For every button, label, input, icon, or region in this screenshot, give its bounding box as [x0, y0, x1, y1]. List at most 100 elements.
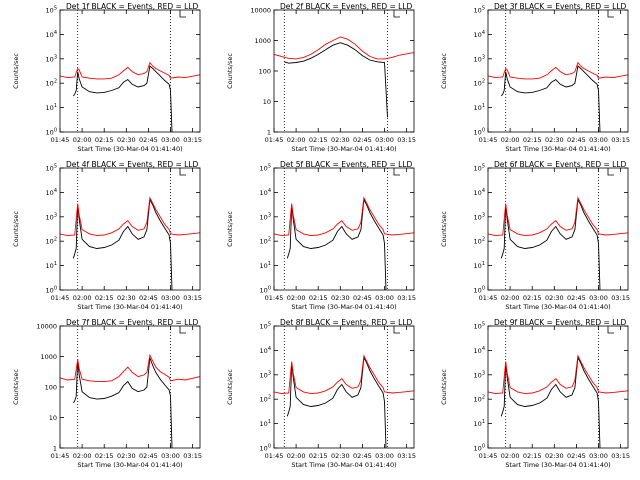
y-tick-label: 100 — [46, 128, 57, 137]
x-tick-label: 02:00 — [287, 294, 306, 302]
corner-mark — [179, 168, 186, 176]
y-tick-label: 101 — [474, 103, 485, 112]
corner-mark — [607, 326, 614, 334]
x-tick-label: 02:45 — [567, 136, 586, 144]
plot-frame — [273, 325, 415, 449]
x-tick-label: 02:00 — [73, 136, 92, 144]
y-tick-label: 103 — [474, 212, 485, 221]
x-tick-label: 02:45 — [567, 294, 586, 302]
events-series-line — [500, 198, 601, 291]
y-tick-label: 101 — [46, 261, 57, 270]
y-tick-label: 104 — [46, 188, 57, 197]
plot-frame — [59, 9, 201, 133]
y-tick-label: 103 — [260, 212, 271, 221]
x-tick-label: 02:45 — [139, 136, 158, 144]
x-axis-label: Start Time (30-Mar-04 01:41:40) — [77, 303, 182, 311]
events-series-line — [286, 198, 387, 291]
x-tick-label: 02:15 — [309, 452, 328, 460]
y-axis-label: Counts/sec — [226, 211, 234, 247]
detector-panel: Det 2f BLACK = Events, RED = LLD Counts/s… — [226, 2, 416, 153]
y-tick-label: 104 — [474, 346, 485, 355]
plot-frame — [487, 167, 629, 291]
y-tick-label: 10000 — [250, 7, 271, 15]
x-tick-label: 02:00 — [501, 452, 520, 460]
y-tick-label: 100 — [260, 286, 271, 295]
detector-panel: Det 7f BLACK = Events, RED = LLD Counts/s… — [12, 318, 202, 469]
x-tick-label: 03:00 — [375, 136, 394, 144]
x-tick-label: 02:15 — [95, 452, 114, 460]
x-tick-label: 02:00 — [501, 136, 520, 144]
lld-series-line — [59, 61, 201, 80]
x-tick-label: 02:00 — [287, 452, 306, 460]
plot-frame — [273, 167, 415, 291]
x-tick-label: 03:00 — [589, 452, 608, 460]
x-tick-label: 02:00 — [73, 294, 92, 302]
y-tick-label: 102 — [46, 79, 57, 88]
detector-panel: Det 6f BLACK = Events, RED = LLD Counts/s… — [440, 160, 630, 311]
y-tick-label: 103 — [260, 370, 271, 379]
panel-title: Det 9f BLACK = Events, RED = LLD — [494, 318, 627, 327]
y-tick-label: 1 — [53, 445, 57, 453]
y-tick-label: 101 — [46, 103, 57, 112]
x-tick-label: 02:30 — [117, 294, 136, 302]
x-tick-label: 02:45 — [139, 452, 158, 460]
x-tick-label: 03:15 — [183, 294, 202, 302]
panel-title: Det 1f BLACK = Events, RED = LLD — [66, 2, 199, 11]
x-tick-label: 02:15 — [95, 136, 114, 144]
y-tick-label: 101 — [474, 261, 485, 270]
y-tick-label: 102 — [260, 237, 271, 246]
lld-series-line — [273, 354, 415, 395]
y-tick-label: 100 — [474, 128, 485, 137]
y-tick-label: 102 — [474, 395, 485, 404]
x-tick-label: 02:00 — [73, 452, 92, 460]
x-tick-label: 03:00 — [375, 294, 394, 302]
x-tick-label: 03:15 — [397, 452, 416, 460]
y-axis-label: Counts/sec — [440, 369, 448, 405]
x-tick-label: 02:15 — [309, 294, 328, 302]
events-series-line — [72, 357, 173, 449]
x-axis-label: Start Time (30-Mar-04 01:41:40) — [505, 303, 610, 311]
detector-panel: Det 8f BLACK = Events, RED = LLD Counts/s… — [226, 318, 416, 469]
x-tick-label: 03:00 — [161, 452, 180, 460]
x-axis-label: Start Time (30-Mar-04 01:41:40) — [505, 145, 610, 153]
x-tick-label: 03:15 — [611, 294, 630, 302]
y-tick-label: 105 — [260, 322, 271, 331]
events-series-line — [286, 356, 387, 449]
y-tick-label: 1000 — [40, 353, 57, 361]
y-tick-label: 101 — [474, 419, 485, 428]
x-tick-label: 03:15 — [183, 136, 202, 144]
x-tick-label: 02:30 — [331, 452, 350, 460]
events-series-line — [284, 42, 388, 118]
x-axis-label: Start Time (30-Mar-04 01:41:40) — [77, 461, 182, 469]
y-tick-label: 105 — [46, 6, 57, 15]
x-axis-label: Start Time (30-Mar-04 01:41:40) — [505, 461, 610, 469]
y-tick-label: 103 — [474, 54, 485, 63]
y-tick-label: 1000 — [254, 37, 271, 45]
events-series-line — [72, 65, 173, 133]
x-tick-label: 02:45 — [567, 452, 586, 460]
y-axis-label: Counts/sec — [12, 53, 20, 89]
x-tick-label: 02:30 — [545, 136, 564, 144]
x-axis-label: Start Time (30-Mar-04 01:41:40) — [291, 303, 396, 311]
x-tick-label: 03:15 — [611, 452, 630, 460]
x-tick-label: 02:45 — [353, 452, 372, 460]
y-tick-label: 105 — [474, 6, 485, 15]
y-axis-label: Counts/sec — [12, 369, 20, 405]
y-tick-label: 104 — [260, 346, 271, 355]
y-tick-label: 1 — [267, 129, 271, 137]
panel-title: Det 4f BLACK = Events, RED = LLD — [66, 160, 199, 169]
y-tick-label: 104 — [474, 188, 485, 197]
corner-mark — [179, 10, 186, 18]
x-tick-label: 02:00 — [287, 136, 306, 144]
x-tick-label: 02:30 — [117, 452, 136, 460]
x-tick-label: 02:45 — [353, 294, 372, 302]
detector-panel: Det 3f BLACK = Events, RED = LLD Counts/s… — [440, 2, 630, 153]
x-tick-label: 03:00 — [375, 452, 394, 460]
panel-title: Det 6f BLACK = Events, RED = LLD — [494, 160, 627, 169]
x-tick-label: 01:45 — [51, 452, 70, 460]
lld-series-line — [273, 36, 415, 60]
x-tick-label: 02:30 — [331, 136, 350, 144]
corner-mark — [393, 326, 400, 334]
y-axis-label: Counts/sec — [226, 369, 234, 405]
lld-series-line — [487, 61, 629, 80]
